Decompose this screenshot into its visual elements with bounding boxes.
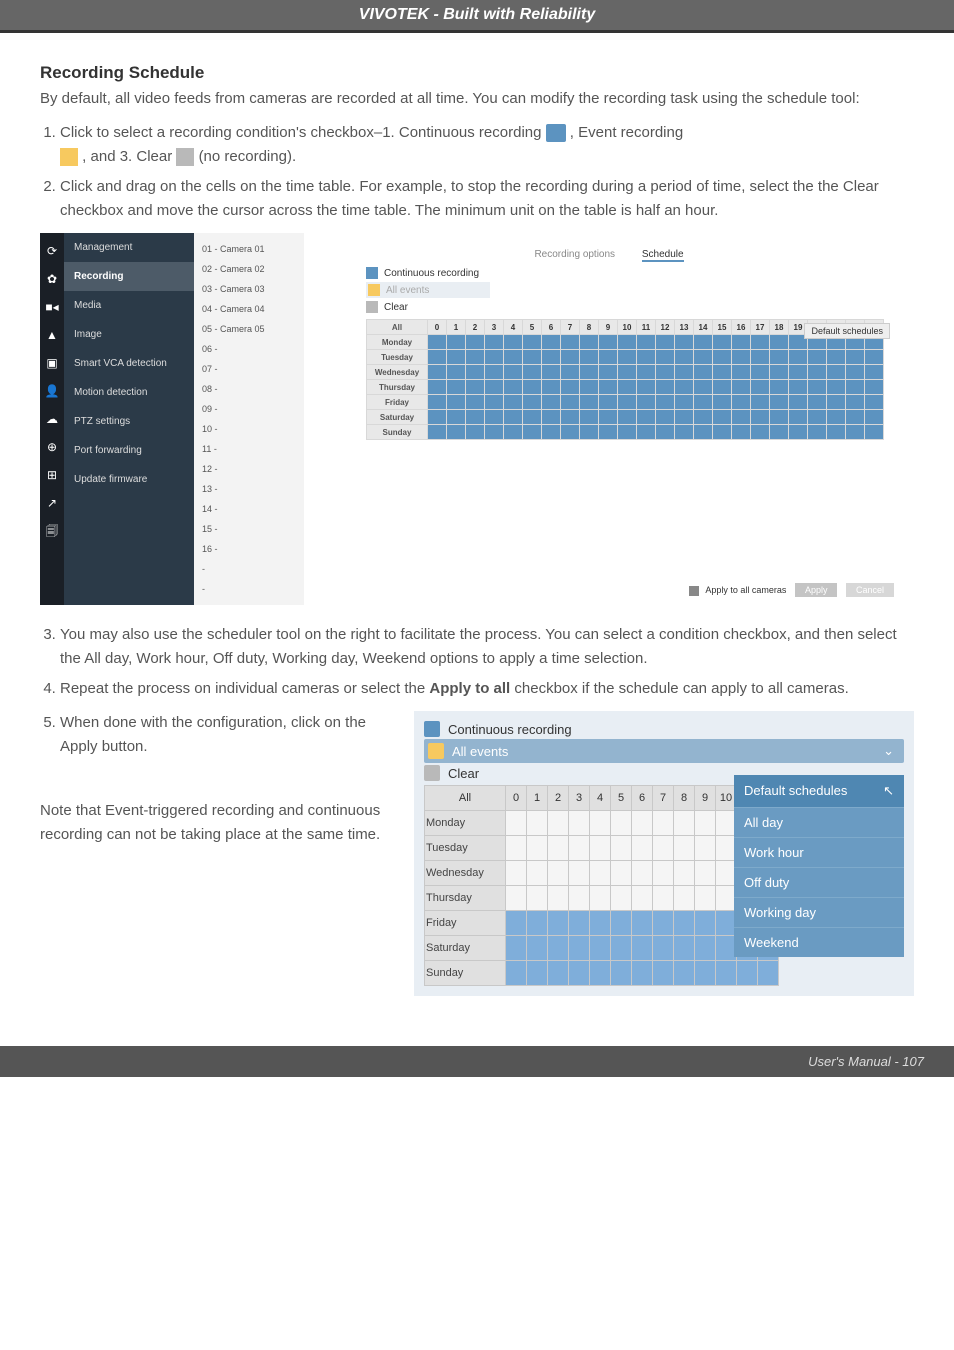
instruction-3: You may also use the scheduler tool on t… (60, 623, 914, 671)
camera-list-item[interactable]: 01 - Camera 01 (194, 239, 304, 259)
camera-list-item[interactable]: 12 - (194, 459, 304, 479)
main-pane: Recording options Schedule Continuous re… (304, 233, 914, 605)
mini-schedule-grid[interactable]: All0123456789101112MondayTuesdayWednesda… (424, 785, 779, 986)
camera-list-item[interactable]: 09 - (194, 399, 304, 419)
intro-text: By default, all video feeds from cameras… (40, 87, 914, 111)
rail-icon[interactable]: 👤 (44, 383, 60, 399)
mini-option-all-events[interactable]: All events⌄ (424, 739, 904, 763)
instruction-4: Repeat the process on individual cameras… (60, 677, 914, 701)
rail-icon[interactable]: ⊞ (44, 467, 60, 483)
camera-list-item[interactable]: 10 - (194, 419, 304, 439)
clear-record-icon (176, 148, 194, 166)
rail-icon[interactable]: 🗐 (44, 523, 60, 539)
cursor-icon: ↖ (883, 783, 894, 799)
camera-list-item[interactable]: 05 - Camera 05 (194, 319, 304, 339)
rail-icon[interactable]: ✿ (44, 271, 60, 287)
camera-list-item[interactable]: 16 - (194, 539, 304, 559)
continuous-record-icon (546, 124, 566, 142)
default-schedule-option[interactable]: Work hour (734, 837, 904, 867)
camera-list-item[interactable]: 04 - Camera 04 (194, 299, 304, 319)
default-schedules-button[interactable]: Default schedules (804, 323, 890, 339)
default-schedule-option[interactable]: Off duty (734, 867, 904, 897)
mini-option-continuous[interactable]: Continuous recording (424, 721, 904, 737)
page-footer: User's Manual - 107 (0, 1046, 954, 1077)
rail-icon[interactable]: ■◂ (44, 299, 60, 315)
apply-all-checkbox[interactable] (689, 586, 699, 596)
note-text: Note that Event-triggered recording and … (40, 799, 394, 847)
option-clear[interactable]: Clear (366, 301, 902, 313)
section-title: Recording Schedule (40, 63, 914, 83)
option-continuous[interactable]: Continuous recording (366, 267, 902, 279)
instruction-5: When done with the configuration, click … (60, 711, 394, 759)
event-record-icon (60, 148, 78, 166)
option-all-events[interactable]: All events (366, 282, 490, 298)
sidebar-item[interactable]: Management (64, 233, 194, 262)
tab-recording-options[interactable]: Recording options (534, 249, 615, 260)
default-schedules-panel: Default schedules↖ All dayWork hourOff d… (734, 775, 904, 957)
icon-rail: ⟳ ✿ ■◂ ▲ ▣ 👤 ☁ ⊕ ⊞ ↗ 🗐 (40, 233, 64, 605)
camera-list-item[interactable]: 08 - (194, 379, 304, 399)
sidebar-item[interactable]: Motion detection (64, 378, 194, 407)
camera-list: 01 - Camera 0102 - Camera 0203 - Camera … (194, 233, 304, 605)
camera-list-item[interactable]: 07 - (194, 359, 304, 379)
rail-icon[interactable]: ▣ (44, 355, 60, 371)
rail-icon[interactable]: ☁ (44, 411, 60, 427)
tab-schedule[interactable]: Schedule (642, 249, 684, 262)
camera-list-item[interactable]: 06 - (194, 339, 304, 359)
camera-list-item[interactable]: - (194, 559, 304, 579)
camera-list-item[interactable]: 11 - (194, 439, 304, 459)
apply-all-label: Apply to all cameras (705, 585, 786, 595)
rail-icon[interactable]: ⊕ (44, 439, 60, 455)
sidebar-item[interactable]: PTZ settings (64, 407, 194, 436)
doc-header: VIVOTEK - Built with Reliability (0, 0, 954, 33)
tab-bar: Recording options Schedule (316, 245, 902, 264)
default-schedule-option[interactable]: Weekend (734, 927, 904, 957)
rail-icon[interactable]: ▲ (44, 327, 60, 343)
camera-list-item[interactable]: - (194, 579, 304, 599)
instruction-2: Click and drag on the cells on the time … (60, 175, 914, 223)
chevron-down-icon: ⌄ (883, 743, 894, 759)
camera-list-item[interactable]: 02 - Camera 02 (194, 259, 304, 279)
rail-icon[interactable]: ⟳ (44, 243, 60, 259)
camera-list-item[interactable]: 14 - (194, 499, 304, 519)
camera-list-item[interactable]: 13 - (194, 479, 304, 499)
default-schedule-option[interactable]: All day (734, 807, 904, 837)
apply-button[interactable]: Apply (795, 583, 838, 597)
default-schedules-screenshot: Continuous recording All events⌄ Clear D… (414, 711, 914, 996)
instruction-1: Click to select a recording condition's … (60, 121, 914, 169)
settings-sidebar: ManagementRecordingMediaImageSmart VCA d… (64, 233, 194, 605)
schedule-ui-screenshot: ⟳ ✿ ■◂ ▲ ▣ 👤 ☁ ⊕ ⊞ ↗ 🗐 ManagementRecordingMediaIma… (40, 233, 914, 605)
camera-list-item[interactable]: 15 - (194, 519, 304, 539)
rail-icon[interactable]: ↗ (44, 495, 60, 511)
cancel-button[interactable]: Cancel (846, 583, 894, 597)
default-schedule-option[interactable]: Working day (734, 897, 904, 927)
sidebar-item[interactable]: Media (64, 291, 194, 320)
sidebar-item[interactable]: Port forwarding (64, 436, 194, 465)
camera-list-item[interactable]: 03 - Camera 03 (194, 279, 304, 299)
sidebar-item[interactable]: Smart VCA detection (64, 349, 194, 378)
sidebar-item[interactable]: Image (64, 320, 194, 349)
sidebar-item[interactable]: Recording (64, 262, 194, 291)
sidebar-item[interactable]: Update firmware (64, 465, 194, 494)
